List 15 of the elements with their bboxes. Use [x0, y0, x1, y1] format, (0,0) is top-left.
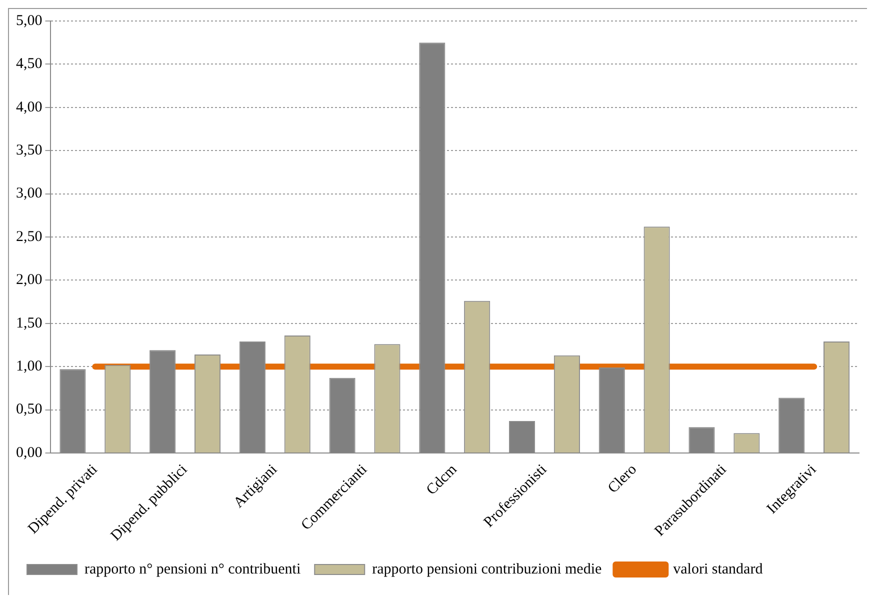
legend-label: valori standard [673, 561, 764, 578]
y-tick-label: 2,50 [16, 228, 42, 245]
y-tick-label: 2,00 [16, 272, 42, 288]
y-tick-label: 4,50 [16, 56, 42, 72]
y-tick-label: 0,00 [16, 444, 42, 461]
y-tick-label: 0,50 [16, 402, 42, 418]
x-tick-label: Clero [605, 462, 640, 497]
legend-label: rapporto pensioni contribuzioni medie [372, 561, 602, 578]
y-tick-label: 5,00 [16, 12, 42, 29]
y-tick-label: 1,00 [16, 358, 42, 375]
y-tick-label: 4,00 [16, 99, 42, 116]
y-tick-label: 3,50 [16, 142, 42, 159]
y-tick-label: 3,00 [16, 186, 42, 202]
legend-label: rapporto n° pensioni n° contribuenti [84, 561, 301, 578]
y-tick-label: 1,50 [16, 315, 42, 332]
